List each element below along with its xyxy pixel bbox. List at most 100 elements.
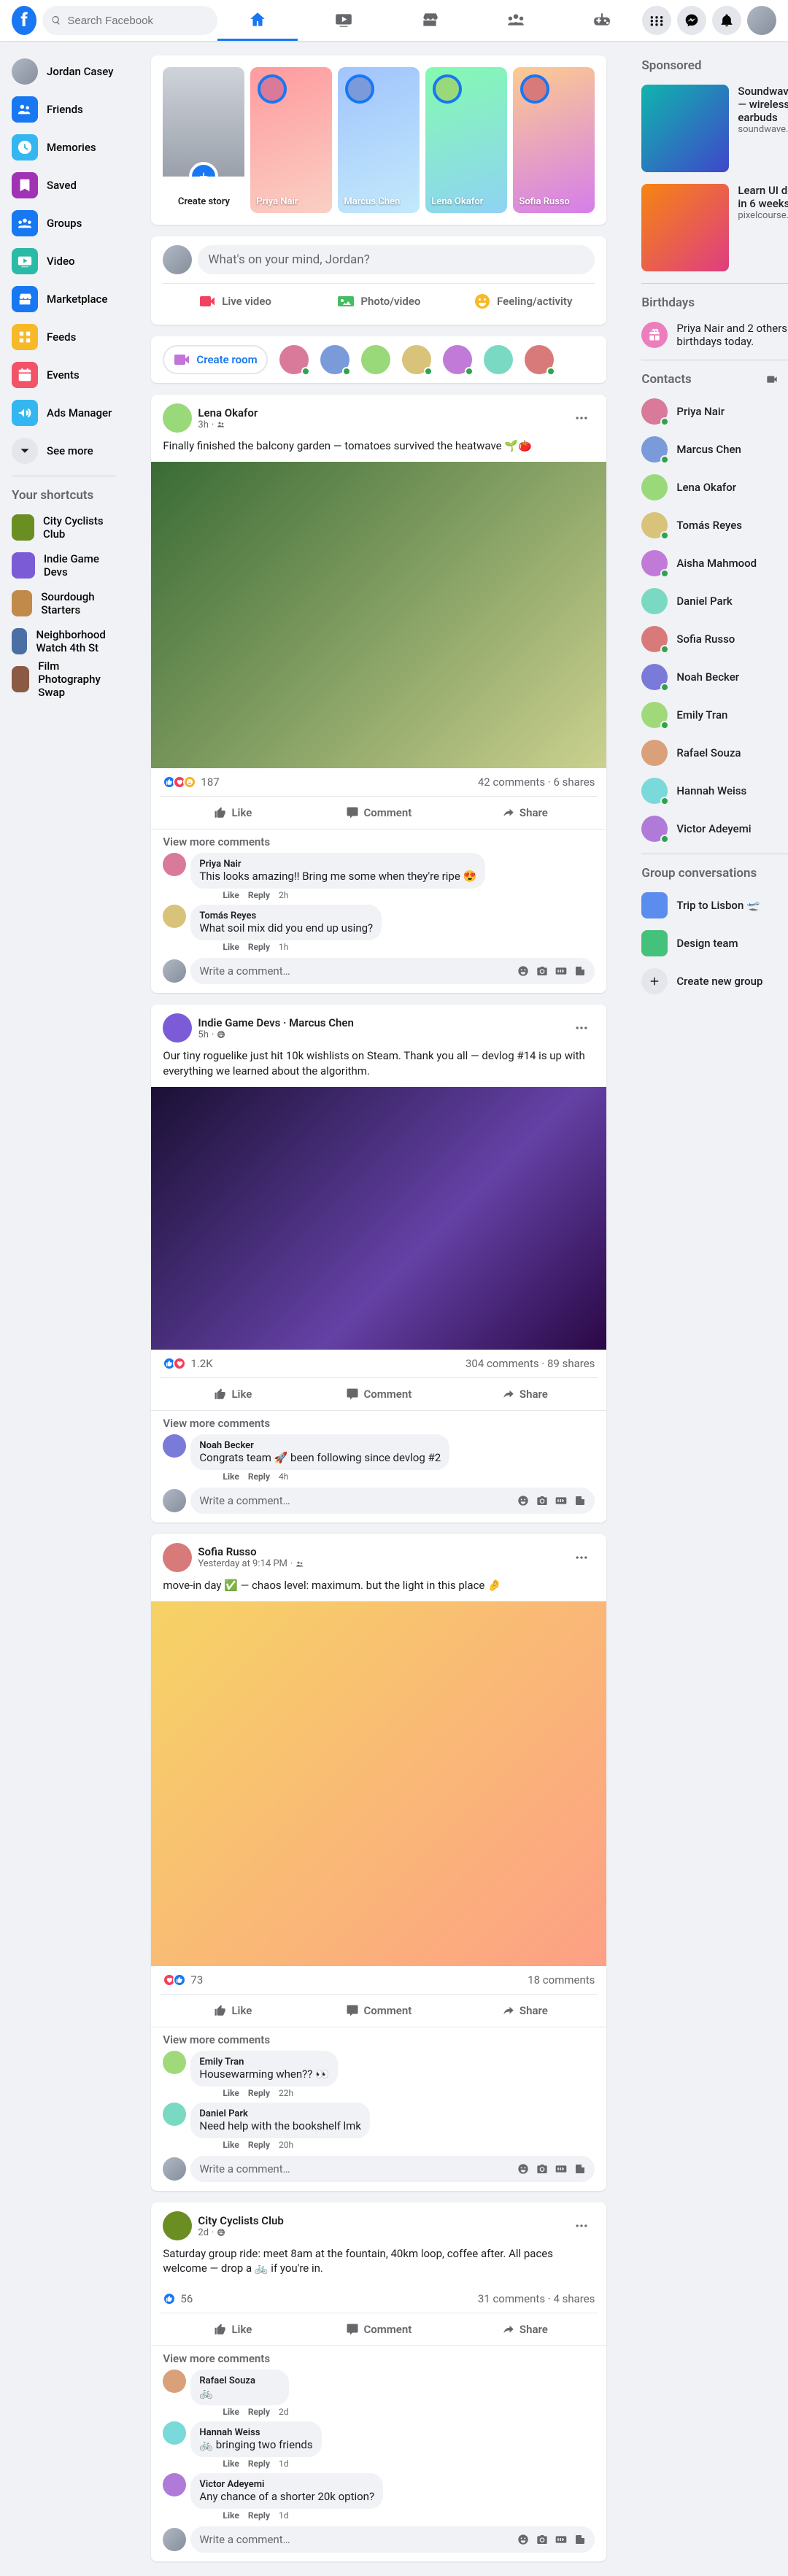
comment-input[interactable]: Write a comment… — [190, 2526, 595, 2553]
avatar[interactable] — [163, 853, 186, 876]
tab-groups[interactable] — [476, 0, 556, 41]
story-card[interactable]: Priya Nair — [250, 67, 332, 213]
sidebar-item-groups[interactable]: Groups — [6, 204, 122, 242]
sticker-icon[interactable] — [574, 1495, 586, 1506]
camera-icon[interactable] — [536, 1495, 548, 1506]
sidebar-item-marketplace[interactable]: Marketplace — [6, 280, 122, 318]
contact-row[interactable]: Emily Tran — [636, 696, 788, 734]
messenger-button[interactable] — [677, 6, 706, 35]
comment-like-action[interactable]: Like — [223, 942, 239, 952]
comment-author[interactable]: Priya Nair — [199, 859, 476, 870]
share-button[interactable]: Share — [452, 1997, 598, 2024]
comment-reply-action[interactable]: Reply — [248, 1471, 270, 1482]
view-more-comments[interactable]: View more comments — [163, 2033, 595, 2046]
avatar[interactable] — [163, 1434, 186, 1458]
avatar[interactable] — [163, 2421, 186, 2445]
tab-marketplace[interactable] — [390, 0, 470, 41]
smile-icon[interactable] — [517, 965, 529, 977]
story-card[interactable]: Marcus Chen — [338, 67, 420, 213]
group-convo-row[interactable]: Design team — [636, 924, 788, 962]
room-contact[interactable] — [525, 345, 554, 374]
comment-like-action[interactable]: Like — [223, 890, 239, 900]
room-contact[interactable] — [443, 345, 472, 374]
post-avatar[interactable] — [163, 1543, 192, 1572]
shortcut-item[interactable]: Sourdough Starters — [6, 584, 122, 622]
comment-like-action[interactable]: Like — [223, 2088, 239, 2098]
comment-author[interactable]: Rafael Souza — [199, 2375, 279, 2386]
post-media[interactable] — [151, 462, 606, 768]
shortcut-item[interactable]: Film Photography Swap — [6, 660, 122, 698]
comment-author[interactable]: Daniel Park — [199, 2108, 361, 2119]
avatar[interactable] — [163, 2473, 186, 2496]
sidebar-item-ads[interactable]: Ads Manager — [6, 394, 122, 432]
avatar[interactable] — [163, 2370, 186, 2393]
comment-reply-action[interactable]: Reply — [248, 942, 270, 952]
sticker-icon[interactable] — [574, 2534, 586, 2545]
account-avatar[interactable] — [747, 6, 776, 35]
sidebar-item-memories[interactable]: Memories — [6, 128, 122, 166]
post-author[interactable]: Sofia Russo — [198, 1545, 568, 1558]
composer-photo-button[interactable]: Photo/video — [307, 287, 451, 316]
contact-row[interactable]: Aisha Mahmood — [636, 544, 788, 582]
view-more-comments[interactable]: View more comments — [163, 2352, 595, 2365]
contact-row[interactable]: Hannah Weiss — [636, 772, 788, 810]
post-more-button[interactable] — [568, 1015, 595, 1041]
comment-button[interactable]: Comment — [306, 1997, 452, 2024]
birthday-row[interactable]: Priya Nair and 2 others have birthdays t… — [636, 316, 788, 354]
tab-watch[interactable] — [304, 0, 384, 41]
contact-row[interactable]: Noah Becker — [636, 658, 788, 696]
gif-icon[interactable] — [555, 2163, 567, 2175]
post-avatar[interactable] — [163, 403, 192, 433]
contact-row[interactable]: Lena Okafor — [636, 468, 788, 506]
comment-button[interactable]: Comment — [306, 2316, 452, 2343]
gif-icon[interactable] — [555, 1495, 567, 1506]
room-contact[interactable] — [484, 345, 513, 374]
room-contact[interactable] — [279, 345, 309, 374]
like-button[interactable]: Like — [160, 800, 306, 826]
sponsored-item[interactable]: Learn UI design in 6 weeks pixelcourse.e… — [636, 178, 788, 277]
room-contact[interactable] — [402, 345, 431, 374]
sticker-icon[interactable] — [574, 2163, 586, 2175]
story-card[interactable]: Lena Okafor — [425, 67, 507, 213]
comment-button[interactable]: Comment — [306, 800, 452, 826]
sidebar-item-profile[interactable]: Jordan Casey — [6, 53, 122, 90]
camera-icon[interactable] — [536, 2163, 548, 2175]
comment-input[interactable]: Write a comment… — [190, 2156, 595, 2182]
composer-input[interactable]: What's on your mind, Jordan? — [198, 245, 595, 274]
like-button[interactable]: Like — [160, 1381, 306, 1407]
share-button[interactable]: Share — [452, 1381, 598, 1407]
composer-live-button[interactable]: Live video — [163, 287, 306, 316]
gif-icon[interactable] — [555, 2534, 567, 2545]
contact-row[interactable]: Priya Nair — [636, 392, 788, 430]
post-author[interactable]: City Cyclists Club — [198, 2214, 568, 2227]
share-button[interactable]: Share — [452, 800, 598, 826]
search-input[interactable] — [67, 15, 209, 27]
post-comments-count[interactable]: 31 comments — [478, 2292, 545, 2305]
post-reactions[interactable]: 56 — [163, 2292, 193, 2305]
comment-author[interactable]: Noah Becker — [199, 1440, 441, 1451]
camera-icon[interactable] — [536, 965, 548, 977]
comment-like-action[interactable]: Like — [223, 1471, 239, 1482]
comment-reply-action[interactable]: Reply — [248, 2140, 270, 2150]
avatar[interactable] — [163, 245, 192, 274]
create-group-convo[interactable]: Create new group — [636, 962, 788, 1000]
contact-row[interactable]: Victor Adeyemi — [636, 810, 788, 848]
avatar[interactable] — [163, 1489, 186, 1512]
post-media[interactable] — [151, 1087, 606, 1350]
post-reactions[interactable]: 73 — [163, 1973, 203, 1987]
comment-like-action[interactable]: Like — [223, 2459, 239, 2469]
view-more-comments[interactable]: View more comments — [163, 1417, 595, 1430]
sidebar-item-feeds[interactable]: Feeds — [6, 318, 122, 356]
post-more-button[interactable] — [568, 2213, 595, 2239]
story-card[interactable]: Sofia Russo — [513, 67, 595, 213]
share-button[interactable]: Share — [452, 2316, 598, 2343]
smile-icon[interactable] — [517, 1495, 529, 1506]
sidebar-item-friends[interactable]: Friends — [6, 90, 122, 128]
post-comments-count[interactable]: 18 comments — [528, 1973, 595, 1987]
post-more-button[interactable] — [568, 405, 595, 431]
create-room-button[interactable]: Create room — [163, 345, 267, 374]
sidebar-item-events[interactable]: Events — [6, 356, 122, 394]
post-reactions[interactable]: 187 — [163, 775, 219, 789]
group-convo-row[interactable]: Trip to Lisbon 🛫 — [636, 886, 788, 924]
camera-icon[interactable] — [536, 2534, 548, 2545]
